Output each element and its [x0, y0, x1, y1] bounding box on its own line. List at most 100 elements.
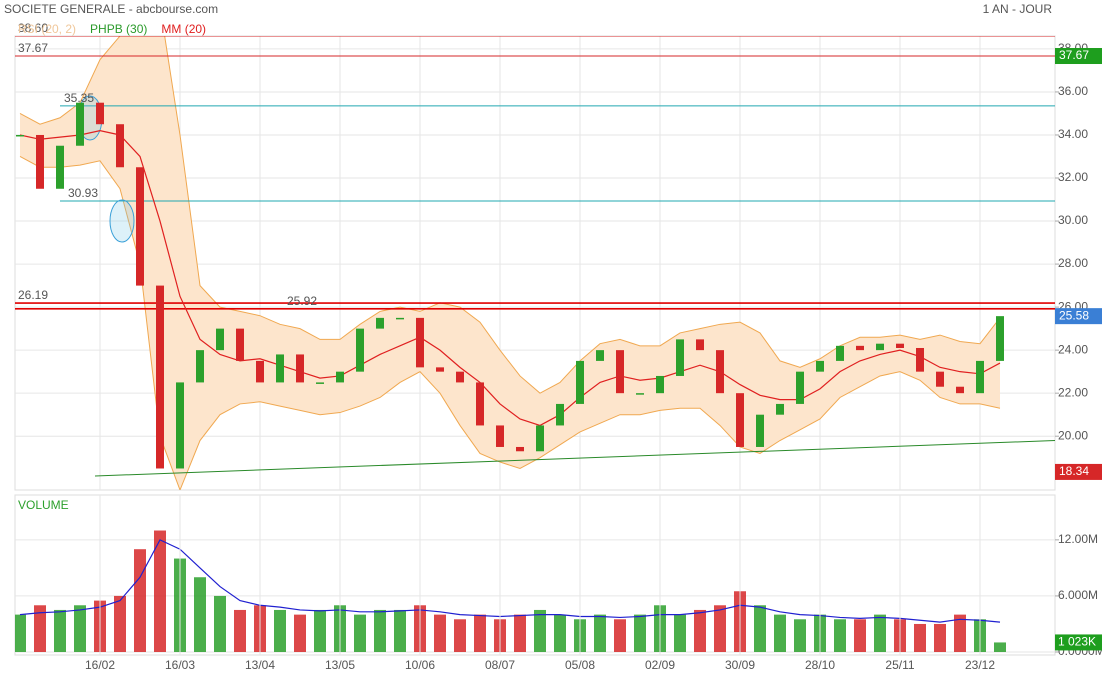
level-label: 38.60: [18, 21, 48, 35]
x-tick-label: 02/09: [645, 658, 675, 672]
candle: [556, 403, 564, 426]
candle: [896, 343, 904, 348]
volume-bar: [914, 623, 926, 652]
volume-bar: [314, 609, 326, 652]
candle: [916, 347, 924, 372]
price-tag: [1055, 463, 1102, 480]
volume-bar: [774, 614, 786, 652]
candle: [476, 382, 484, 426]
x-tick-label: 23/12: [965, 658, 995, 672]
level-label: 25.92: [287, 294, 317, 308]
y-tick-label: 32.00: [1058, 170, 1088, 184]
candle: [196, 350, 204, 383]
candle: [816, 360, 824, 372]
volume-bar: [74, 605, 86, 652]
candle: [536, 425, 544, 452]
x-tick-label: 05/08: [565, 658, 595, 672]
volume-bar: [834, 619, 846, 652]
volume-bar: [874, 614, 886, 652]
y-tick-label: 24.00: [1058, 342, 1088, 356]
price-tag-label: 37.67: [1059, 48, 1089, 62]
candle: [976, 360, 984, 394]
candle: [356, 328, 364, 372]
volume-bar: [694, 609, 706, 652]
overlay: 20.0022.0024.0026.0028.0030.0032.0034.00…: [18, 21, 1102, 672]
candle: [256, 360, 264, 383]
candle: [696, 339, 704, 351]
volume-bar: [234, 609, 246, 652]
candle: [576, 360, 584, 404]
candle: [16, 134, 24, 137]
candle: [396, 317, 404, 320]
candle: [236, 328, 244, 361]
candle: [36, 134, 44, 189]
volume-bar: [374, 609, 386, 652]
volume-bar: [634, 614, 646, 652]
marker-ellipse: [109, 199, 135, 243]
y-tick-label: 36.00: [1058, 84, 1088, 98]
volume-bar: [194, 577, 206, 652]
band-area: [20, 36, 1000, 490]
y-tick-label: 12.00M: [1058, 532, 1098, 546]
candle: [796, 371, 804, 404]
candle: [736, 393, 744, 447]
candle: [336, 371, 344, 383]
y-tick-label: 34.00: [1058, 127, 1088, 141]
y-tick-label: 28.00: [1058, 256, 1088, 270]
candle: [756, 414, 764, 447]
candle: [616, 350, 624, 394]
volume-bar: [954, 614, 966, 652]
x-tick-label: 30/09: [725, 658, 755, 672]
volume-bar: [454, 619, 466, 652]
volume-bar: [15, 614, 26, 652]
candle: [776, 403, 784, 415]
volume-bar: [674, 614, 686, 652]
x-tick-label: 13/05: [325, 658, 355, 672]
y-tick-label: 30.00: [1058, 213, 1088, 227]
volume-bar: [354, 614, 366, 652]
volume-bar: [154, 530, 166, 652]
candle: [296, 354, 304, 383]
volume-bar: [34, 605, 46, 652]
volume-bar: [594, 614, 606, 652]
volume-bar: [714, 605, 726, 652]
legend-item: MM (20): [161, 22, 206, 36]
x-tick-label: 25/11: [885, 658, 914, 672]
level-label: 37.67: [18, 41, 48, 55]
x-tick-label: 13/04: [245, 658, 275, 672]
candle: [516, 446, 524, 452]
volume-bar: [534, 609, 546, 652]
volume-bar: [554, 614, 566, 652]
candle: [996, 316, 1004, 361]
candle: [676, 339, 684, 376]
volume-bar: [214, 595, 226, 652]
price-tag: [1055, 48, 1102, 65]
x-tick-label: 16/02: [85, 658, 115, 672]
candle: [496, 425, 504, 447]
volume-bar: [514, 614, 526, 652]
level-label: 26.19: [18, 288, 48, 302]
volume-tag: [1055, 634, 1102, 651]
candle: [596, 350, 604, 361]
volume-bar: [54, 609, 66, 652]
level-label: 30.93: [68, 186, 98, 200]
candle: [836, 345, 844, 361]
candle: [76, 102, 84, 146]
volume-bar: [274, 609, 286, 652]
volume-panel: [14, 494, 1056, 656]
volume-title: VOLUME: [18, 498, 69, 512]
period: 1 AN - JOUR: [983, 2, 1053, 16]
volume-bar: [114, 595, 126, 652]
volume-bar: [754, 605, 766, 652]
volume-bar: [994, 642, 1006, 652]
candle: [156, 285, 164, 469]
volume-bar: [614, 619, 626, 652]
price-tag: [1055, 308, 1102, 325]
candle: [636, 393, 644, 395]
chart-title: SOCIETE GENERALE - abcbourse.com: [4, 2, 218, 16]
legend-item: PHPB (30): [90, 22, 147, 36]
x-tick-label: 10/06: [405, 658, 435, 672]
volume-bar: [794, 619, 806, 652]
legend-item: RSI (20, 2): [18, 22, 76, 36]
